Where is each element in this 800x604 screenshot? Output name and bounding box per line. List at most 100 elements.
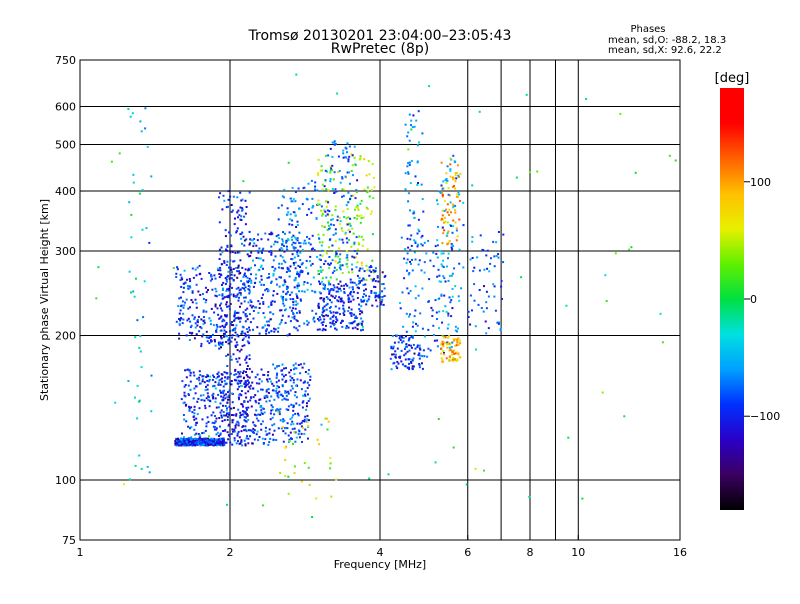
data-point <box>260 368 263 371</box>
data-point <box>228 266 230 269</box>
data-point <box>293 317 296 320</box>
data-point <box>493 285 496 288</box>
data-point <box>289 293 292 296</box>
data-point <box>383 275 386 278</box>
data-point <box>453 177 456 180</box>
data-point <box>203 316 205 318</box>
data-point <box>252 317 255 320</box>
data-point <box>310 179 313 182</box>
data-point <box>245 361 248 364</box>
data-point <box>176 442 179 445</box>
data-point <box>249 429 252 432</box>
data-point <box>436 256 439 259</box>
data-point <box>244 212 247 215</box>
data-point <box>207 375 209 378</box>
data-point <box>243 282 246 285</box>
data-point <box>284 475 287 477</box>
data-point <box>197 442 199 445</box>
data-point <box>353 241 356 244</box>
data-point <box>233 274 236 277</box>
data-point <box>498 321 500 324</box>
data-point <box>449 157 452 160</box>
data-point <box>226 365 229 367</box>
data-point <box>207 399 210 402</box>
data-point <box>326 213 329 216</box>
data-point <box>193 374 196 377</box>
data-point <box>234 346 237 348</box>
data-point <box>233 437 236 440</box>
data-point <box>214 415 216 417</box>
data-point <box>175 444 178 447</box>
data-point <box>234 331 237 334</box>
data-point <box>394 353 397 356</box>
data-point <box>451 243 454 246</box>
data-point <box>406 237 409 240</box>
data-point <box>214 400 217 403</box>
data-point <box>258 281 261 284</box>
data-point <box>184 301 186 304</box>
data-point <box>451 248 454 251</box>
data-point <box>289 218 292 221</box>
data-point <box>241 208 244 211</box>
data-point <box>444 305 447 308</box>
data-point <box>328 256 331 258</box>
data-point <box>198 376 201 379</box>
data-point <box>363 188 366 191</box>
data-point <box>327 224 330 227</box>
data-point <box>316 256 319 258</box>
data-point <box>396 367 399 370</box>
data-point <box>226 244 229 247</box>
data-point <box>410 263 412 265</box>
data-point <box>230 293 232 296</box>
data-point <box>447 257 449 260</box>
data-point <box>342 304 345 307</box>
data-point <box>264 324 267 327</box>
data-point <box>390 368 393 371</box>
data-point <box>204 442 207 444</box>
data-point <box>221 377 223 380</box>
data-point <box>328 291 331 294</box>
data-point <box>198 440 201 443</box>
data-point <box>368 266 371 269</box>
data-point <box>312 205 314 208</box>
data-point <box>408 164 411 166</box>
data-point <box>187 317 190 320</box>
data-point <box>204 286 207 289</box>
data-point <box>189 326 192 329</box>
data-point <box>448 335 450 338</box>
data-point <box>285 445 288 448</box>
data-point <box>298 207 301 210</box>
data-point <box>219 389 221 392</box>
data-point <box>283 245 285 247</box>
data-point <box>196 443 199 446</box>
data-point <box>370 189 373 192</box>
data-point <box>404 188 407 191</box>
data-point <box>265 390 268 393</box>
data-point <box>208 396 210 399</box>
data-point <box>181 438 184 441</box>
data-point <box>488 270 491 273</box>
data-point <box>197 315 200 318</box>
data-point <box>449 301 452 304</box>
data-point <box>254 277 257 280</box>
data-point <box>345 217 348 220</box>
data-point <box>467 310 470 313</box>
data-point <box>282 284 285 287</box>
data-point <box>473 266 476 269</box>
data-point <box>260 297 263 300</box>
data-point <box>212 374 214 377</box>
data-point <box>355 315 357 318</box>
data-point <box>204 437 207 440</box>
data-point <box>447 193 450 196</box>
data-point <box>299 245 302 248</box>
data-point <box>495 254 498 257</box>
data-point <box>235 324 238 327</box>
data-point <box>343 314 346 316</box>
data-point <box>258 247 261 250</box>
data-point <box>346 259 349 262</box>
data-point <box>628 248 631 251</box>
data-point <box>270 245 273 248</box>
data-point <box>219 316 222 319</box>
data-point <box>482 249 485 252</box>
data-point <box>446 232 449 235</box>
